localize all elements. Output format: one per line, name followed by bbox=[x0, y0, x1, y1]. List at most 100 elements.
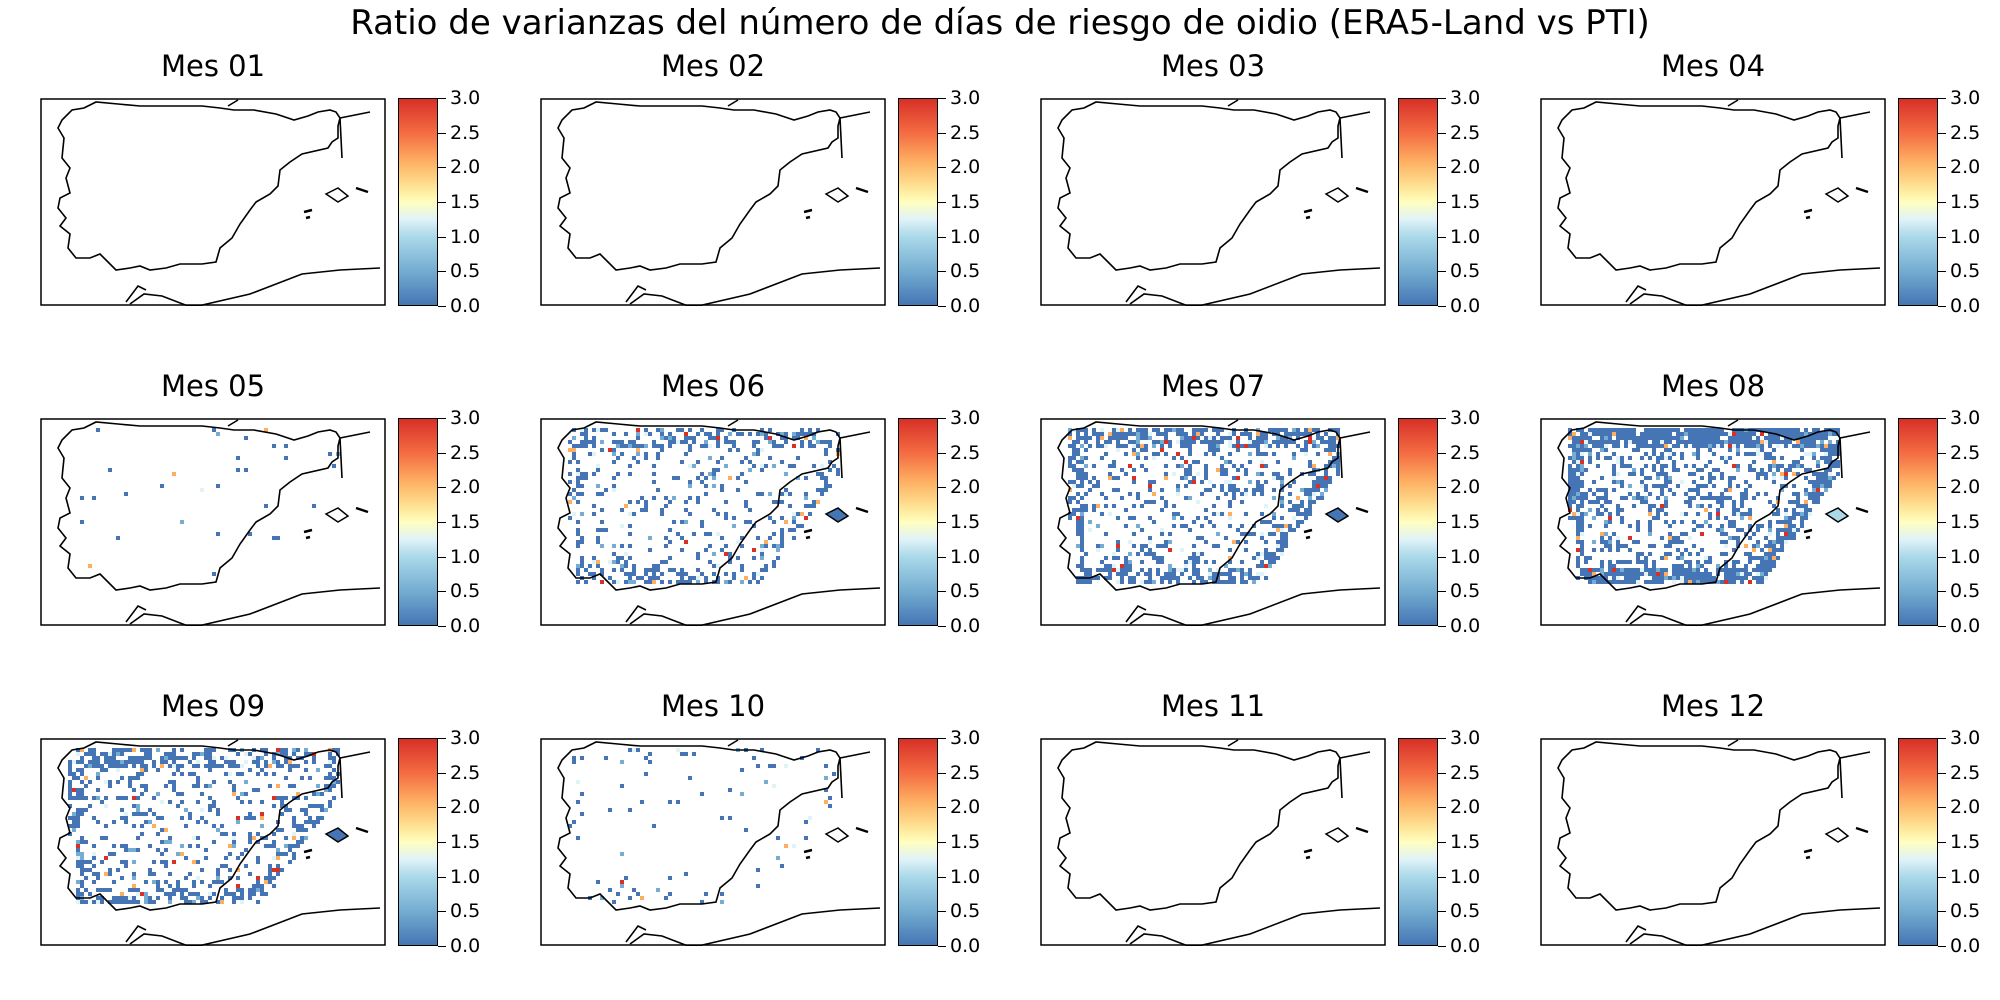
ratio-cell bbox=[1608, 516, 1612, 520]
ratio-cell bbox=[1252, 492, 1256, 496]
ratio-cell bbox=[1588, 448, 1592, 452]
ratio-cell bbox=[1684, 532, 1688, 536]
ratio-cell bbox=[1816, 444, 1820, 448]
ratio-cell bbox=[256, 880, 260, 884]
ratio-cell bbox=[232, 760, 236, 764]
ratio-cell bbox=[1600, 564, 1604, 568]
ratio-cell bbox=[120, 896, 124, 900]
ratio-cell bbox=[1144, 500, 1148, 504]
ratio-cell bbox=[1716, 512, 1720, 516]
ratio-cell bbox=[756, 452, 760, 456]
ratio-cell bbox=[176, 888, 180, 892]
ratio-cell bbox=[1084, 492, 1088, 496]
ratio-cell bbox=[1184, 468, 1188, 472]
ratio-cell bbox=[1296, 496, 1300, 500]
ratio-cell bbox=[288, 808, 292, 812]
ratio-cell bbox=[1656, 472, 1660, 476]
ratio-cell bbox=[1576, 516, 1580, 520]
ratio-cell bbox=[144, 892, 148, 896]
ratio-cell bbox=[1252, 440, 1256, 444]
ratio-cell bbox=[140, 892, 144, 896]
ratio-cell bbox=[212, 756, 216, 760]
ratio-cell bbox=[256, 840, 260, 844]
ratio-cell bbox=[1656, 456, 1660, 460]
ratio-cell bbox=[1076, 492, 1080, 496]
ratio-cell bbox=[716, 432, 720, 436]
ratio-cell bbox=[1140, 580, 1144, 584]
ratio-cell bbox=[328, 452, 332, 456]
ratio-cell bbox=[1772, 460, 1776, 464]
colorbar-tick-label: 2.5 bbox=[1450, 441, 1481, 464]
ratio-cell bbox=[1608, 500, 1612, 504]
ratio-cell bbox=[332, 784, 336, 788]
ratio-cell bbox=[728, 476, 732, 480]
ratio-cell bbox=[1644, 556, 1648, 560]
ratio-cell bbox=[1216, 568, 1220, 572]
ratio-cell bbox=[1648, 528, 1652, 532]
ratio-cell bbox=[696, 460, 700, 464]
colorbar-tick-label: 2.0 bbox=[950, 796, 981, 819]
ratio-cell bbox=[1624, 560, 1628, 564]
ratio-cell bbox=[1728, 448, 1732, 452]
colorbar-tick bbox=[1438, 911, 1446, 913]
ratio-cell bbox=[336, 780, 340, 784]
ratio-cell bbox=[728, 552, 732, 556]
ratio-cell bbox=[1804, 504, 1808, 508]
ratio-cell bbox=[1132, 440, 1136, 444]
ratio-cell bbox=[1076, 432, 1080, 436]
ratio-cell bbox=[668, 556, 672, 560]
ratio-cell bbox=[1576, 540, 1580, 544]
ratio-cell bbox=[640, 508, 644, 512]
ratio-cell bbox=[812, 500, 816, 504]
ratio-cell bbox=[1608, 548, 1612, 552]
ratio-cell bbox=[276, 828, 280, 832]
ratio-cell bbox=[1728, 580, 1732, 584]
ratio-cell bbox=[1764, 440, 1768, 444]
ratio-cell bbox=[76, 748, 80, 752]
ratio-cell bbox=[1752, 444, 1756, 448]
ratio-cell bbox=[1780, 440, 1784, 444]
ratio-cell bbox=[792, 844, 796, 848]
ratio-cell bbox=[1816, 480, 1820, 484]
ratio-cell bbox=[1172, 428, 1176, 432]
ratio-cell bbox=[1744, 444, 1748, 448]
ratio-cell bbox=[276, 764, 280, 768]
ratio-cell bbox=[1644, 464, 1648, 468]
ratio-cell bbox=[1712, 576, 1716, 580]
ratio-cell bbox=[1760, 428, 1764, 432]
ratio-cell bbox=[252, 884, 256, 888]
ratio-cell bbox=[1612, 444, 1616, 448]
ratio-cell bbox=[1704, 432, 1708, 436]
ratio-cell bbox=[1072, 452, 1076, 456]
colorbar-tick bbox=[1938, 591, 1946, 593]
ratio-cell bbox=[1228, 572, 1232, 576]
ratio-cell bbox=[1608, 580, 1612, 584]
ratio-cell bbox=[1228, 524, 1232, 528]
ratio-cell bbox=[1732, 432, 1736, 436]
mallorca-island bbox=[324, 187, 350, 203]
ratio-cell bbox=[1780, 540, 1784, 544]
ratio-cell bbox=[1664, 480, 1668, 484]
ratio-cell bbox=[1748, 580, 1752, 584]
ratio-cell bbox=[1184, 476, 1188, 480]
ratio-cell bbox=[1584, 432, 1588, 436]
ratio-cell bbox=[1132, 532, 1136, 536]
ratio-cell bbox=[664, 496, 668, 500]
colorbar-tick-label: 1.5 bbox=[450, 511, 481, 533]
ratio-cell bbox=[304, 768, 308, 772]
ratio-cell bbox=[744, 504, 748, 508]
ratio-cell bbox=[588, 564, 592, 568]
ratio-cell bbox=[1316, 428, 1320, 432]
ratio-cell bbox=[236, 876, 240, 880]
ratio-cell bbox=[1104, 440, 1108, 444]
ratio-cell bbox=[1164, 572, 1168, 576]
ratio-cell bbox=[320, 816, 324, 820]
ratio-cell bbox=[1328, 448, 1332, 452]
ratio-cell bbox=[1744, 576, 1748, 580]
ratio-cell bbox=[1280, 532, 1284, 536]
ratio-cell bbox=[1604, 492, 1608, 496]
ratio-cell bbox=[1824, 480, 1828, 484]
strait-coast bbox=[1625, 604, 1647, 623]
ratio-cell bbox=[1228, 580, 1232, 584]
ratio-cell bbox=[1836, 472, 1840, 476]
